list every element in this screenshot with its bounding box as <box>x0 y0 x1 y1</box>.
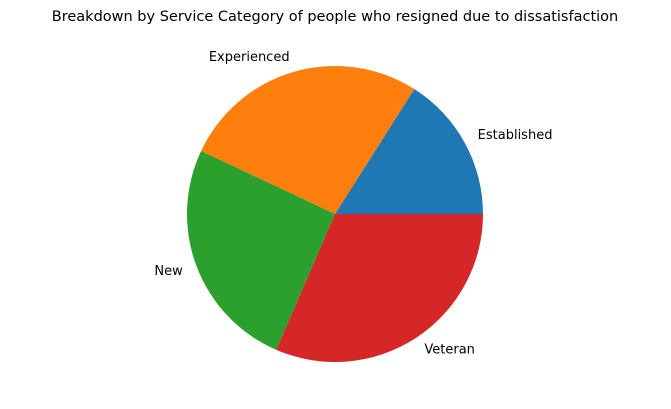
pie-slice-new <box>187 150 335 350</box>
pie-label-veteran: Veteran <box>424 343 475 358</box>
pie-slice-established <box>335 89 483 214</box>
pie-label-experienced: Experienced <box>209 50 290 65</box>
pie-slice-experienced <box>201 66 415 214</box>
pie-labels: Established Experienced New Veteran <box>154 50 552 357</box>
pie-label-new: New <box>154 264 183 279</box>
pie-label-established: Established <box>478 128 553 143</box>
pie-slice-veteran <box>276 214 484 363</box>
pie-slices <box>187 66 484 363</box>
chart-title: Breakdown by Service Category of people … <box>52 9 618 25</box>
